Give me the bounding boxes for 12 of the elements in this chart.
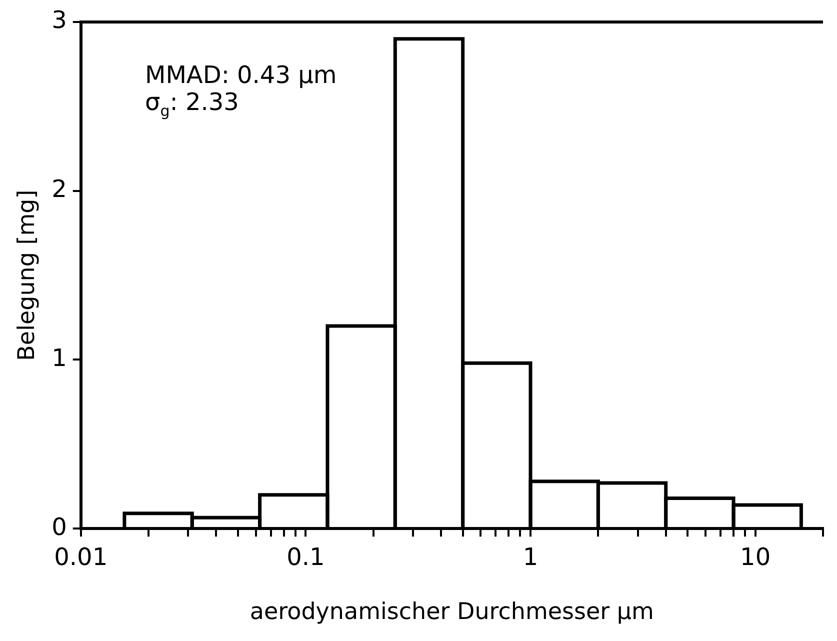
x-axis-title: aerodynamischer Durchmesser µm	[250, 599, 654, 626]
annotation: σ$_{g}$: 2.33	[145, 88, 240, 122]
x-tick-label: 1	[522, 543, 538, 572]
x-tick-label: 10	[740, 543, 771, 572]
y-tick-label: 3	[52, 6, 67, 34]
y-tick-label: 2	[52, 175, 67, 204]
x-tick-label: 0.01	[54, 543, 108, 572]
y-axis-title: Belegung [mg]	[14, 190, 40, 361]
y-tick-label: 1	[52, 344, 67, 372]
annotation: MMAD: 0.43 µm	[145, 61, 337, 89]
x-tick-label: 0.1	[286, 543, 325, 572]
y-tick-label: 0	[52, 512, 67, 541]
